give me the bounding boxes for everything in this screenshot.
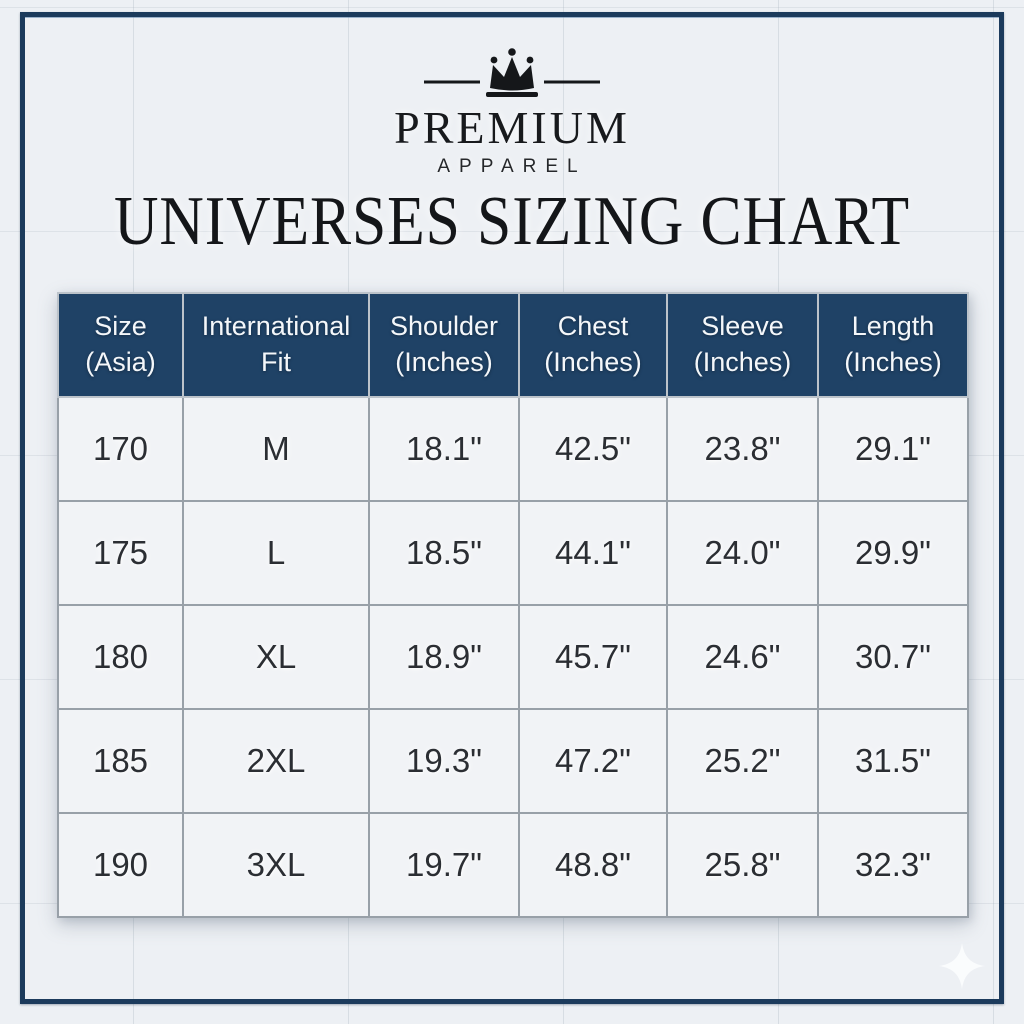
cell-sleeve: 25.2" — [666, 708, 819, 814]
cell-size: 170 — [57, 396, 184, 502]
header-line: (Inches) — [395, 347, 493, 377]
cell-shoulder: 18.9" — [368, 604, 520, 710]
sizing-table: Size (Asia) International Fit Shoulder (… — [57, 292, 969, 918]
table-row: 180 XL 18.9" 45.7" 24.6" 30.7" — [57, 604, 969, 710]
cell-sleeve: 25.8" — [666, 812, 819, 918]
cell-shoulder: 19.7" — [368, 812, 520, 918]
header-line: Length — [851, 311, 935, 342]
cell-length: 29.9" — [817, 500, 969, 606]
cell-shoulder: 18.1" — [368, 396, 520, 502]
cell-shoulder: 19.3" — [368, 708, 520, 814]
cell-fit: 2XL — [182, 708, 370, 814]
column-header-chest: Chest (Inches) — [518, 292, 668, 398]
cell-chest: 47.2" — [518, 708, 668, 814]
cell-fit: 3XL — [182, 812, 370, 918]
cell-shoulder: 18.5" — [368, 500, 520, 606]
table-row: 175 L 18.5" 44.1" 24.0" 29.9" — [57, 500, 969, 606]
header-line: Shoulder — [389, 311, 499, 342]
table-row: 170 M 18.1" 42.5" 23.8" 29.1" — [57, 396, 969, 502]
cell-chest: 45.7" — [518, 604, 668, 710]
cell-length: 29.1" — [817, 396, 969, 502]
cell-chest: 48.8" — [518, 812, 668, 918]
cell-length: 32.3" — [817, 812, 969, 918]
cell-length: 30.7" — [817, 604, 969, 710]
brand-tagline: APPAREL — [437, 156, 587, 178]
brand-logo: PREMIUM APPAREL — [0, 46, 1024, 178]
header-line: (Inches) — [844, 347, 942, 377]
cell-length: 31.5" — [817, 708, 969, 814]
table-row: 190 3XL 19.7" 48.8" 25.8" 32.3" — [57, 812, 969, 918]
table-header-row: Size (Asia) International Fit Shoulder (… — [57, 292, 969, 398]
cell-chest: 42.5" — [518, 396, 668, 502]
header-line: Fit — [261, 347, 291, 377]
header-line: (Inches) — [544, 347, 642, 377]
cell-fit: L — [182, 500, 370, 606]
header-line: Chest — [557, 311, 629, 342]
header-line: International — [201, 311, 351, 342]
cell-fit: M — [182, 396, 370, 502]
cell-sleeve: 23.8" — [666, 396, 819, 502]
column-header-length: Length (Inches) — [817, 292, 969, 398]
header-line: (Asia) — [85, 347, 156, 377]
cell-size: 190 — [57, 812, 184, 918]
cell-sleeve: 24.6" — [666, 604, 819, 710]
sparkle-icon — [938, 942, 986, 990]
crown-icon — [0, 46, 1024, 104]
header-line: Sleeve — [701, 311, 784, 342]
column-header-shoulder: Shoulder (Inches) — [368, 292, 520, 398]
page-title: UNIVERSES SIZING CHART — [114, 183, 910, 260]
cell-chest: 44.1" — [518, 500, 668, 606]
cell-fit: XL — [182, 604, 370, 710]
header-line: (Inches) — [693, 347, 792, 377]
cell-size: 180 — [57, 604, 184, 710]
cell-sleeve: 24.0" — [666, 500, 819, 606]
brand-name: PREMIUM — [394, 102, 630, 153]
header-line: Size — [94, 311, 147, 342]
cell-size: 185 — [57, 708, 184, 814]
table-row: 185 2XL 19.3" 47.2" 25.2" 31.5" — [57, 708, 969, 814]
column-header-sleeve: Sleeve (Inches) — [666, 292, 819, 398]
column-header-size-asia: Size (Asia) — [57, 292, 184, 398]
column-header-international-fit: International Fit — [182, 292, 370, 398]
cell-size: 175 — [57, 500, 184, 606]
